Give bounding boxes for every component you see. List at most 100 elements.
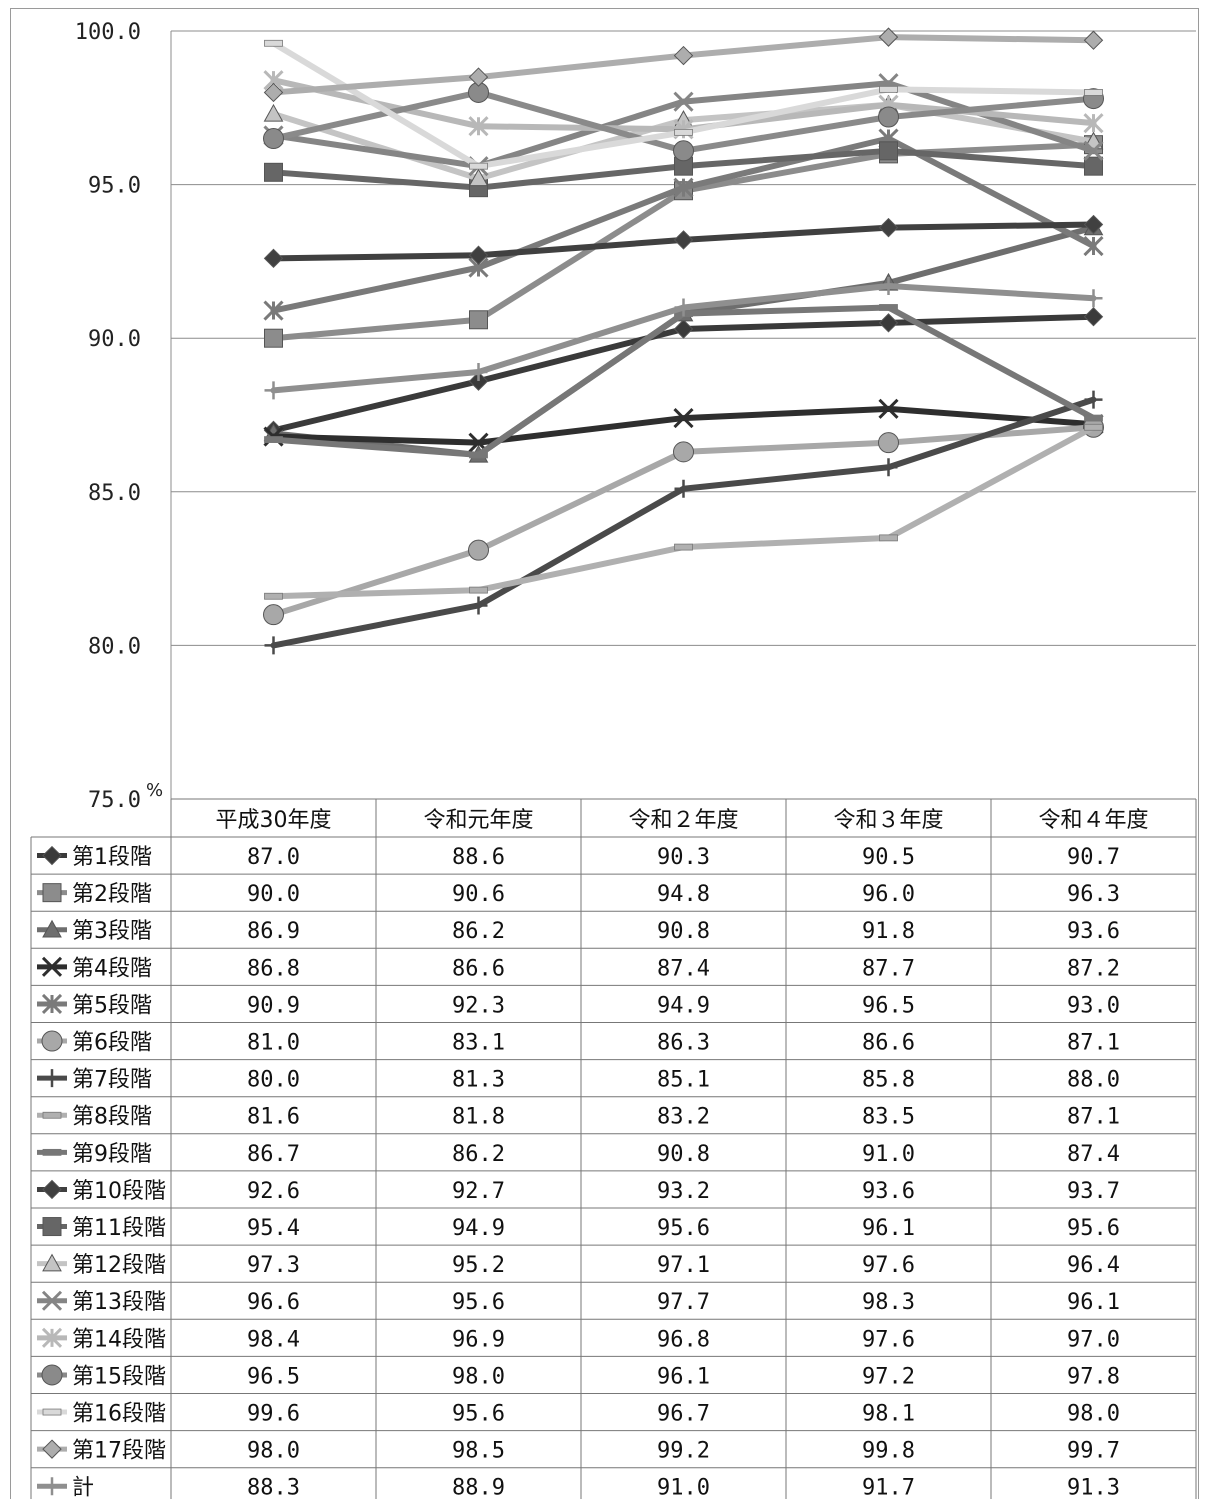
data-label: 92.6 [247, 1179, 300, 1204]
data-label: 83.1 [452, 1031, 505, 1056]
series-group [263, 27, 1104, 655]
data-point [878, 313, 899, 333]
data-point [878, 217, 899, 238]
data-point [878, 27, 899, 47]
data-label: 83.2 [657, 1105, 710, 1130]
data-point [469, 362, 488, 381]
data-point [264, 162, 283, 182]
data-point [468, 116, 489, 137]
data-label: 85.1 [657, 1068, 710, 1093]
data-label: 96.3 [1067, 882, 1120, 907]
data-point [673, 319, 694, 339]
legend-key-marker [42, 1148, 62, 1156]
data-label: 86.9 [247, 919, 300, 944]
table-row: 第8段階 81.6 81.8 83.2 83.5 87.1 [37, 1105, 1120, 1130]
data-point [263, 248, 284, 269]
series-name: 第12段階 [72, 1253, 166, 1278]
data-point [673, 140, 694, 162]
data-point [1084, 156, 1103, 176]
table-row: 第2段階 90.0 90.6 94.8 96.0 96.3 [37, 882, 1120, 907]
table-row: 第16段階 99.6 95.6 96.7 98.1 98.0 [37, 1402, 1120, 1427]
data-label: 95.2 [452, 1253, 505, 1278]
legend-key-marker [41, 1030, 63, 1052]
chart-frame [10, 8, 1199, 1499]
y-unit-label: % [146, 780, 163, 801]
series-8 [264, 423, 1103, 600]
data-label: 93.7 [1067, 1179, 1120, 1204]
legend-key-marker [42, 1253, 62, 1272]
data-label: 91.3 [1067, 1476, 1120, 1499]
data-point [469, 310, 488, 330]
legend-key-marker [41, 1327, 63, 1348]
data-label: 88.3 [247, 1476, 300, 1499]
data-label: 99.8 [862, 1439, 915, 1464]
data-label: 95.4 [247, 1216, 300, 1241]
data-label: 80.0 [247, 1068, 300, 1093]
data-point [878, 106, 899, 128]
data-label: 88.6 [452, 845, 505, 870]
legend-key-marker [42, 1217, 62, 1237]
data-label: 97.8 [1067, 1364, 1120, 1389]
data-label: 91.7 [862, 1476, 915, 1499]
data-point [469, 451, 488, 459]
data-point [879, 304, 898, 311]
series-name: 第10段階 [72, 1179, 166, 1204]
x-category-label: 令和４年度 [1038, 808, 1148, 833]
data-point [263, 604, 284, 626]
series-name: 第11段階 [72, 1216, 166, 1241]
series-18 [264, 276, 1103, 400]
data-label: 91.8 [862, 919, 915, 944]
legend-key-marker [42, 883, 62, 903]
data-label: 97.6 [862, 1327, 915, 1352]
legend-key-marker [43, 1069, 61, 1088]
data-point [1083, 30, 1104, 50]
data-point [879, 276, 898, 295]
x-category-label: 令和２年度 [628, 808, 738, 833]
data-point [264, 381, 283, 400]
data-label: 86.3 [657, 1031, 710, 1056]
data-label: 90.3 [657, 845, 710, 870]
y-tick-label: 95.0 [88, 174, 141, 199]
series-name: 第7段階 [72, 1068, 152, 1093]
legend-key-marker [41, 956, 63, 977]
y-tick-label: 75.0 [88, 788, 141, 813]
data-label: 98.1 [862, 1402, 915, 1427]
data-label: 99.2 [657, 1439, 710, 1464]
data-point [264, 636, 283, 655]
data-label: 86.8 [247, 956, 300, 981]
data-point [1084, 89, 1103, 96]
data-label: 98.0 [1067, 1402, 1120, 1427]
data-point [263, 300, 284, 321]
data-label: 87.1 [1067, 1105, 1120, 1130]
data-point [674, 298, 693, 317]
data-label: 87.4 [657, 956, 710, 981]
series-name: 第1段階 [72, 845, 152, 870]
data-label: 92.3 [452, 993, 505, 1018]
legend-key-marker [42, 1179, 62, 1200]
y-tick-label: 80.0 [88, 634, 141, 659]
data-point [674, 128, 693, 136]
y-tick-label: 90.0 [88, 327, 141, 352]
series-1 [263, 306, 1104, 441]
data-label: 96.8 [657, 1327, 710, 1352]
data-point [469, 586, 488, 594]
x-category-label: 令和元年度 [423, 808, 533, 833]
legend-key-marker [42, 1408, 62, 1416]
data-label: 87.1 [1067, 1031, 1120, 1056]
table-row: 第5段階 90.9 92.3 94.9 96.5 93.0 [37, 993, 1120, 1018]
data-label: 98.0 [452, 1364, 505, 1389]
data-label: 99.6 [247, 1402, 300, 1427]
data-label: 98.3 [862, 1290, 915, 1315]
data-label: 86.6 [452, 956, 505, 981]
data-label: 96.5 [247, 1364, 300, 1389]
data-label: 86.6 [862, 1031, 915, 1056]
series-name: 第16段階 [72, 1402, 166, 1427]
series-6 [263, 416, 1104, 626]
y-tick-label: 85.0 [88, 481, 141, 506]
table-row: 第11段階 95.4 94.9 95.6 96.1 95.6 [37, 1216, 1120, 1241]
x-category-label: 令和３年度 [833, 808, 943, 833]
data-point [469, 162, 488, 170]
data-label: 99.7 [1067, 1439, 1120, 1464]
legend-key-marker [42, 919, 62, 938]
